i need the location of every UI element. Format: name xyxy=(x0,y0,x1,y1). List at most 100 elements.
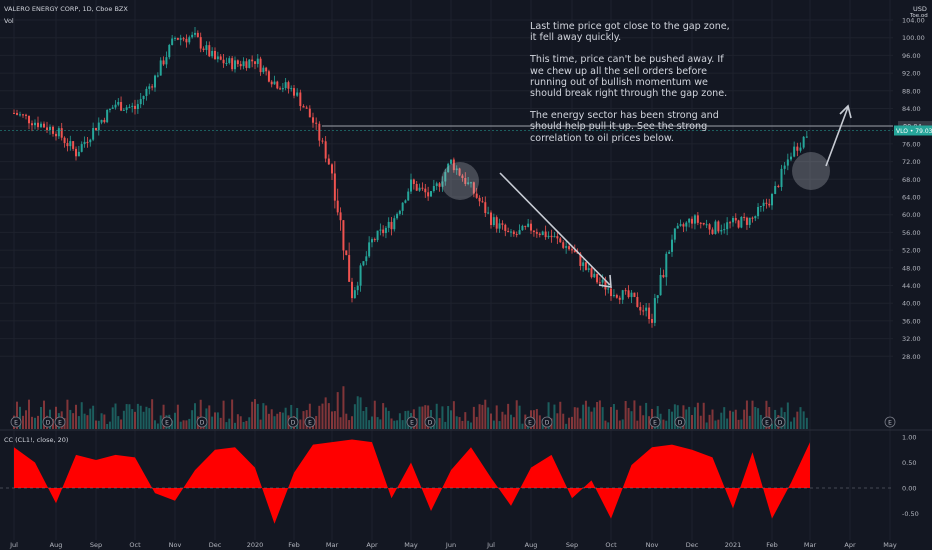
price-tick-label: 48.00 xyxy=(902,264,921,272)
candle-body xyxy=(720,229,723,232)
candle-body xyxy=(673,228,676,240)
candle-body xyxy=(524,225,527,227)
volume-bar xyxy=(205,408,208,429)
volume-bar xyxy=(662,419,665,429)
candle-body xyxy=(464,178,467,184)
candle-body xyxy=(472,182,475,194)
candle-body xyxy=(43,123,45,128)
candle-body xyxy=(40,123,42,128)
candle-body xyxy=(618,297,621,300)
time-tick-label: 2021 xyxy=(725,541,742,549)
volume-bar xyxy=(327,403,330,429)
candle-body xyxy=(214,50,216,60)
candle-body xyxy=(615,295,618,298)
candle-body xyxy=(276,81,279,89)
candle-body xyxy=(273,81,276,85)
volume-bar xyxy=(535,409,538,429)
volume-bar xyxy=(299,419,302,429)
price-tick-label: 72.00 xyxy=(902,158,921,166)
volume-bar xyxy=(424,405,427,429)
candle-body xyxy=(726,222,729,230)
volume-bar xyxy=(693,407,696,429)
candle-body xyxy=(148,86,151,89)
candle-body xyxy=(645,307,648,311)
volume-bar xyxy=(472,406,475,429)
candle-body xyxy=(401,202,404,211)
candle-body xyxy=(790,156,792,160)
event-marker xyxy=(424,416,436,428)
candle-body xyxy=(518,230,521,235)
volume-bar xyxy=(336,392,339,429)
candle-body xyxy=(458,168,461,176)
price-tick-label: 104.00 xyxy=(902,17,925,25)
candle-body xyxy=(410,179,412,192)
volume-bar xyxy=(676,405,679,429)
volume-bar xyxy=(682,405,685,429)
candle-body xyxy=(31,123,33,126)
volume-bar xyxy=(342,386,345,429)
volume-bar xyxy=(717,419,720,429)
volume-bar xyxy=(547,402,550,429)
candle-body xyxy=(452,159,455,171)
volume-bar xyxy=(106,423,109,429)
volume-bar xyxy=(353,404,356,429)
candle-body xyxy=(339,212,342,221)
candle-body xyxy=(72,141,75,149)
volume-bar xyxy=(248,417,251,429)
candle-body xyxy=(19,114,21,116)
candle-body xyxy=(478,197,481,202)
volume-bar xyxy=(723,407,726,429)
candle-body xyxy=(194,32,196,35)
indicator-title: CC (CL1!, close, 20) xyxy=(4,436,69,444)
volume-bar xyxy=(302,411,305,429)
volume-bar xyxy=(97,420,100,429)
candle-body xyxy=(351,281,353,299)
candle-body xyxy=(106,109,109,123)
volume-bar xyxy=(726,418,729,429)
candle-body xyxy=(100,119,103,123)
candle-body xyxy=(802,136,805,148)
volume-bar xyxy=(691,415,693,429)
volume-bar xyxy=(705,422,708,429)
event-marker xyxy=(649,416,661,428)
volume-bar xyxy=(359,397,362,429)
candle-body xyxy=(711,229,714,234)
event-marker-label: E xyxy=(528,420,532,427)
volume-bar xyxy=(740,419,743,429)
volume-bar xyxy=(598,400,601,429)
volume-bar xyxy=(593,407,596,429)
candle-body xyxy=(639,306,642,311)
candle-body xyxy=(156,75,159,77)
candle-body xyxy=(151,86,154,88)
candle-body xyxy=(668,251,671,254)
volume-bar xyxy=(576,407,579,429)
volume-bar xyxy=(117,416,120,429)
event-marker xyxy=(524,416,536,428)
volume-bar xyxy=(179,421,182,429)
volume-bar xyxy=(556,413,559,429)
volume-bar xyxy=(108,421,111,429)
candle-body xyxy=(484,202,487,214)
candle-body xyxy=(685,222,688,227)
volume-bar xyxy=(487,407,490,429)
candle-body xyxy=(651,319,653,323)
volume-bar xyxy=(72,413,75,429)
volume-bar xyxy=(251,401,254,429)
candle-body xyxy=(290,88,293,90)
volume-bar xyxy=(55,406,57,429)
candle-body xyxy=(671,239,673,252)
volume-bar xyxy=(757,408,760,429)
volume-bar xyxy=(134,411,136,429)
candle-body xyxy=(510,231,512,233)
volume-bar xyxy=(284,407,287,429)
volume-bar xyxy=(495,405,498,429)
volume-bar xyxy=(748,415,751,429)
candle-body xyxy=(490,212,492,226)
price-tick-label: 60.00 xyxy=(902,211,921,219)
volume-bar xyxy=(270,409,273,429)
time-tick-label: May xyxy=(404,541,418,549)
candle-body xyxy=(251,59,254,62)
price-tick-label: 84.00 xyxy=(902,105,921,113)
event-marker-label: E xyxy=(653,420,657,427)
price-tick-label: 28.00 xyxy=(902,353,921,361)
